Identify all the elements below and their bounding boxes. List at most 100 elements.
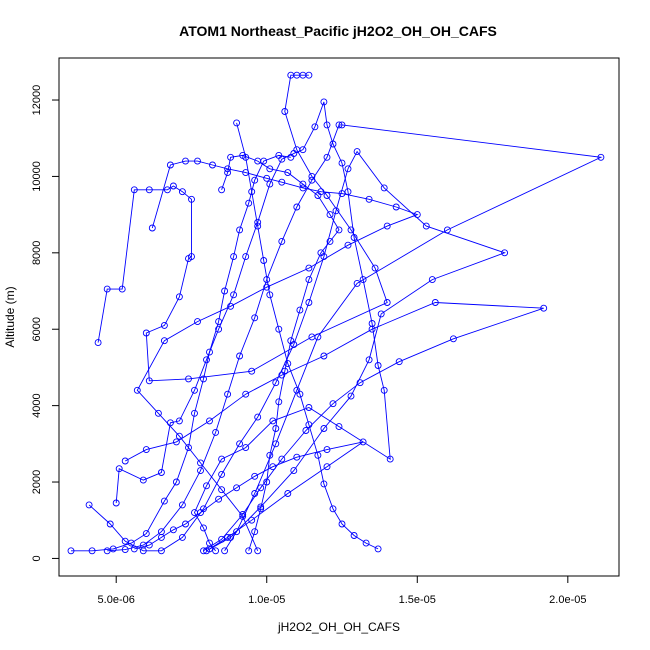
data-point [194, 318, 201, 326]
data-point [275, 325, 283, 333]
data-point [218, 486, 226, 494]
data-point [251, 314, 259, 322]
data-point [175, 293, 183, 301]
data-point [422, 222, 430, 230]
data-point [323, 446, 331, 454]
data-point [251, 176, 259, 184]
series [94, 71, 391, 385]
data-point [350, 532, 358, 539]
data-point [200, 524, 207, 532]
data-point [142, 446, 150, 454]
data-point [106, 520, 114, 528]
data-point [371, 264, 379, 272]
data-point [245, 199, 253, 207]
data-point [329, 505, 337, 513]
y-tick-label: 12000 [31, 85, 43, 116]
data-point [299, 184, 307, 192]
data-point [160, 497, 168, 505]
data-point [380, 184, 388, 192]
data-point [383, 299, 391, 306]
data-point [197, 467, 204, 475]
data-point [139, 476, 147, 484]
x-tick-label: 1.5e-05 [399, 594, 436, 606]
data-point [148, 224, 156, 232]
data-point [344, 241, 352, 249]
chart-title: ATOM1 Northeast_Pacific jH2O2_OH_OH_CAFS [179, 23, 497, 39]
data-point [296, 306, 304, 314]
data-point [269, 463, 277, 471]
data-point [178, 188, 186, 196]
data-point [257, 484, 265, 492]
data-point [305, 71, 313, 79]
data-point [278, 178, 286, 186]
data-point [314, 192, 322, 199]
data-point [130, 545, 138, 553]
data-point [266, 165, 274, 173]
data-point [185, 255, 192, 263]
data-point [142, 329, 150, 337]
data-point [227, 153, 235, 161]
data-point [160, 321, 168, 329]
data-point [145, 377, 153, 385]
data-point [109, 545, 117, 553]
data-point [157, 547, 165, 555]
data-point [248, 516, 256, 524]
data-point [350, 234, 358, 241]
data-point [178, 533, 186, 541]
data-point [188, 195, 195, 203]
x-tick-label: 1.0e-05 [248, 594, 285, 606]
data-point [236, 352, 244, 360]
series-line [107, 124, 603, 552]
series-line [136, 160, 419, 551]
data-point [338, 159, 346, 167]
x-axis: 5.0e-06 1.0e-05 1.5e-05 2.0e-05 [98, 575, 586, 606]
data-point [344, 188, 352, 196]
data-point [112, 499, 120, 507]
data-point [160, 337, 168, 345]
data-point [157, 469, 165, 476]
data-point [320, 425, 328, 432]
data-point [266, 180, 274, 188]
data-point [314, 451, 322, 459]
data-point [368, 325, 376, 333]
data-point [85, 501, 93, 509]
series [130, 438, 367, 553]
data-point [212, 547, 220, 555]
data-point [175, 432, 183, 440]
y-axis: 0 2000 4000 6000 8000 10000 12000 [31, 85, 60, 561]
data-point [172, 478, 180, 486]
data-point [206, 545, 213, 553]
y-axis-label: Altitude (m) [3, 286, 17, 347]
data-point [383, 222, 391, 230]
data-point [169, 182, 177, 190]
data-point [323, 463, 331, 471]
data-point [305, 264, 313, 272]
y-tick-label: 10000 [31, 161, 43, 192]
data-point [338, 121, 346, 129]
x-axis-label: jH2O2_OH_OH_CAFS [277, 620, 400, 634]
data-point [431, 299, 439, 306]
data-point [88, 547, 96, 555]
data-point [191, 386, 198, 394]
data-point [329, 140, 337, 148]
data-point [296, 390, 304, 398]
data-point [118, 285, 126, 293]
data-point [320, 480, 328, 488]
data-point [115, 465, 123, 473]
data-point [305, 299, 313, 306]
data-point [209, 161, 216, 169]
data-point [335, 423, 343, 431]
data-point [254, 157, 262, 165]
data-point [365, 356, 373, 364]
data-point [272, 379, 280, 387]
data-point [257, 505, 265, 513]
series [233, 119, 382, 553]
data-point [359, 276, 367, 284]
data-point [356, 379, 364, 387]
data-point [206, 348, 213, 356]
data-point [103, 547, 111, 555]
series [112, 98, 394, 555]
data-point [260, 257, 268, 264]
data-point [395, 358, 403, 366]
data-point [233, 484, 241, 492]
